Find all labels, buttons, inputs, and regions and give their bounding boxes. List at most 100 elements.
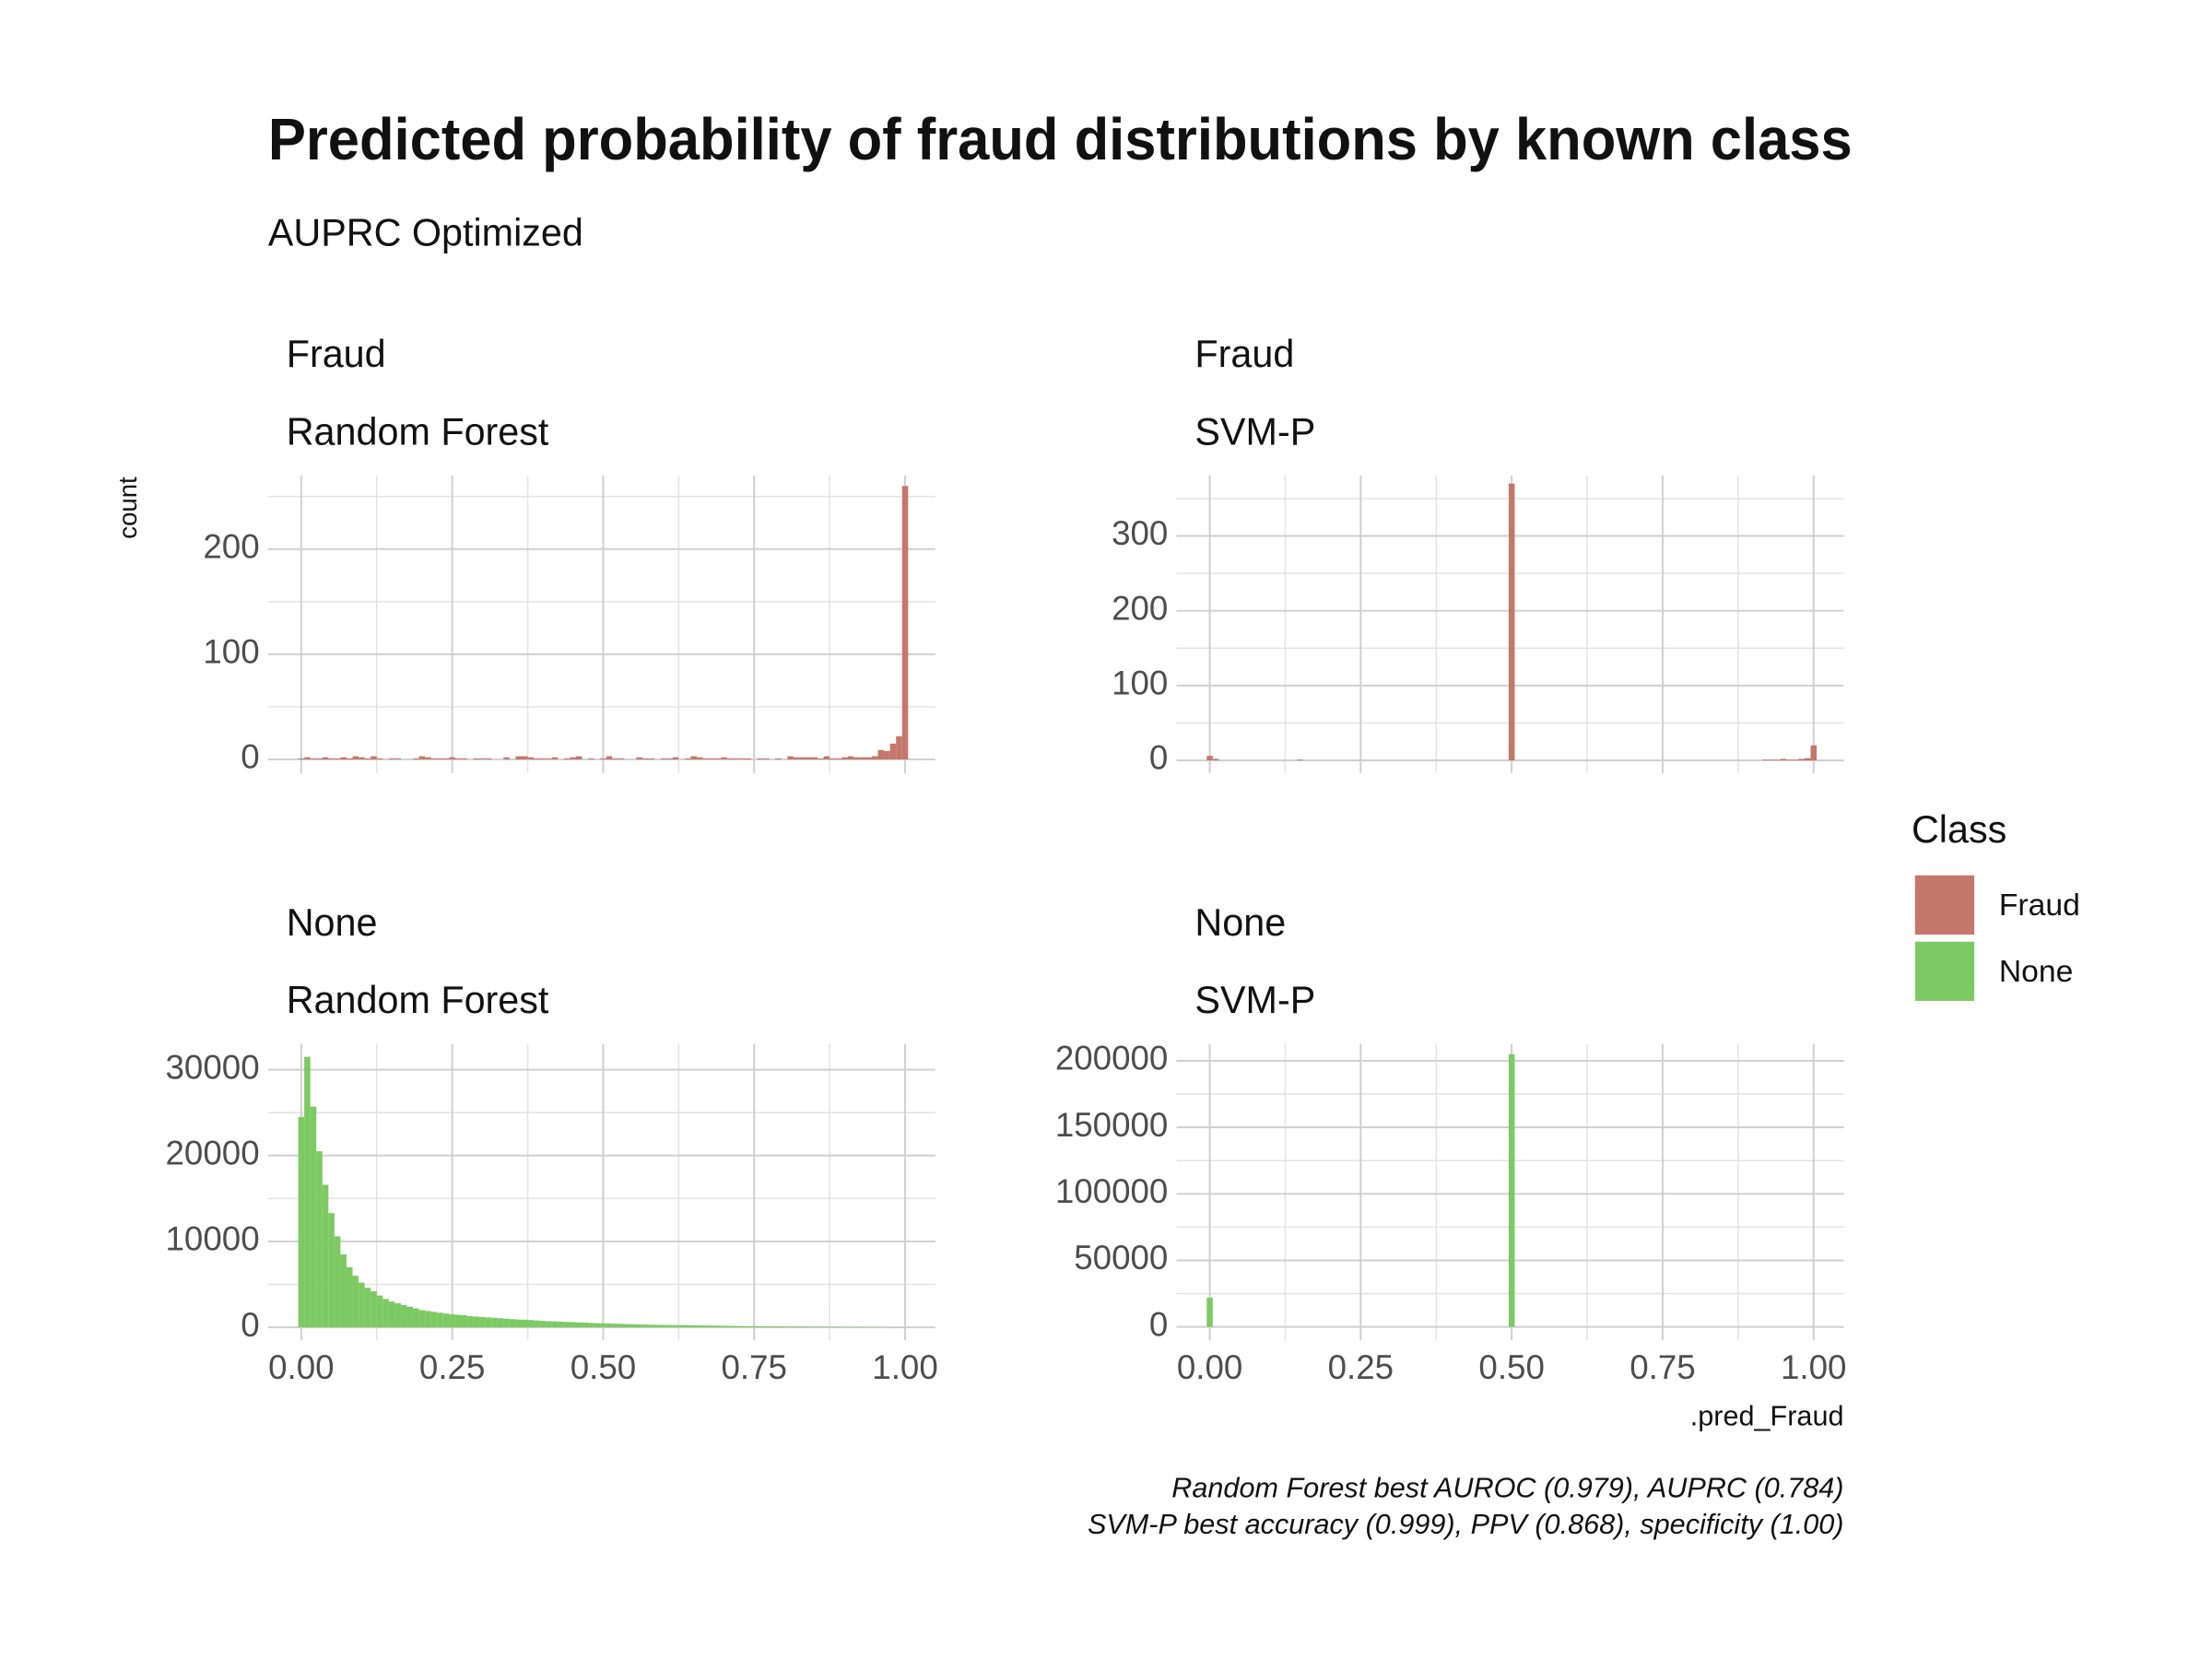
bar bbox=[745, 1325, 751, 1328]
x-tick-label: 1.00 bbox=[1781, 1348, 1846, 1386]
bar bbox=[1804, 758, 1811, 760]
bar bbox=[629, 1324, 637, 1328]
y-axis-label: count bbox=[113, 477, 142, 539]
bar bbox=[636, 757, 643, 759]
bar bbox=[726, 1325, 734, 1328]
bar bbox=[418, 1310, 426, 1328]
bar bbox=[388, 1301, 395, 1328]
bar bbox=[521, 1319, 528, 1328]
bar bbox=[696, 1325, 703, 1328]
bar bbox=[799, 757, 806, 759]
bar bbox=[690, 1324, 697, 1328]
legend-swatch bbox=[1913, 940, 1976, 1003]
bar bbox=[750, 1325, 758, 1328]
bar bbox=[872, 756, 878, 759]
bar bbox=[563, 1322, 571, 1328]
y-tick-label: 150000 bbox=[1055, 1106, 1169, 1144]
chart-title: Predicted probability of fraud distribut… bbox=[268, 106, 1853, 172]
bar bbox=[830, 1326, 836, 1328]
bar bbox=[594, 1323, 601, 1328]
x-tick-label: 0.75 bbox=[722, 1348, 787, 1386]
bar bbox=[425, 757, 431, 759]
bar bbox=[624, 1324, 630, 1328]
bar bbox=[467, 1315, 474, 1328]
bar bbox=[310, 1106, 317, 1328]
y-tick-label: 200 bbox=[1112, 589, 1168, 627]
caption: Random Forest best AUROC (0.979), AUPRC … bbox=[1171, 1472, 1843, 1503]
bar bbox=[322, 1184, 329, 1328]
bar bbox=[449, 1314, 455, 1328]
bar bbox=[1774, 759, 1781, 760]
y-tick-label: 0 bbox=[1149, 1305, 1168, 1343]
bar bbox=[787, 756, 794, 759]
bar bbox=[805, 757, 812, 759]
bar bbox=[430, 1312, 438, 1328]
bar bbox=[805, 1326, 812, 1328]
bar bbox=[413, 1308, 419, 1328]
bar bbox=[606, 1324, 613, 1328]
legend-title: Class bbox=[1912, 808, 2006, 851]
bar bbox=[449, 757, 455, 759]
y-tick-label: 100 bbox=[1112, 665, 1168, 702]
bar bbox=[1786, 759, 1793, 760]
bar bbox=[570, 757, 576, 759]
bar bbox=[721, 1325, 727, 1328]
y-tick-label: 10000 bbox=[166, 1220, 260, 1258]
caption: SVM-P best accuracy (0.999), PPV (0.868)… bbox=[1088, 1509, 1844, 1540]
x-tick-label: 0.75 bbox=[1630, 1348, 1695, 1386]
bar bbox=[775, 1326, 782, 1328]
bar bbox=[678, 1324, 685, 1328]
bar bbox=[551, 757, 559, 759]
bar bbox=[690, 756, 697, 759]
bar bbox=[515, 1319, 522, 1328]
strip-label: None bbox=[287, 901, 378, 944]
y-tick-label: 300 bbox=[1112, 514, 1168, 552]
bar bbox=[799, 1326, 806, 1328]
bar bbox=[1206, 1297, 1213, 1327]
bar bbox=[503, 1318, 510, 1328]
bar bbox=[636, 1324, 643, 1328]
x-tick-label: 0.50 bbox=[571, 1348, 636, 1386]
bar bbox=[442, 1313, 450, 1328]
y-tick-label: 200 bbox=[203, 527, 259, 565]
bar bbox=[527, 757, 535, 759]
bar bbox=[793, 757, 800, 759]
x-axis-label: .pred_Fraud bbox=[1690, 1400, 1844, 1431]
bar bbox=[841, 757, 848, 759]
bar bbox=[346, 1266, 353, 1328]
bar bbox=[359, 757, 365, 759]
bar bbox=[823, 1326, 830, 1328]
bar bbox=[575, 756, 582, 759]
bar bbox=[696, 757, 703, 759]
bar bbox=[787, 1326, 794, 1328]
bar bbox=[1508, 1053, 1515, 1327]
y-tick-label: 50000 bbox=[1074, 1239, 1168, 1277]
bar bbox=[558, 1321, 564, 1328]
bar bbox=[479, 1316, 486, 1328]
chart-subtitle: AUPRC Optimized bbox=[268, 212, 583, 254]
bar bbox=[575, 1322, 582, 1328]
strip-label: None bbox=[1194, 901, 1286, 944]
bar bbox=[865, 757, 873, 759]
bar bbox=[527, 1320, 535, 1328]
bar bbox=[889, 743, 897, 759]
bar bbox=[853, 757, 860, 759]
bar bbox=[352, 1276, 359, 1328]
bar bbox=[376, 1295, 383, 1328]
x-tick-label: 0.25 bbox=[419, 1348, 485, 1386]
bar bbox=[582, 1323, 589, 1328]
bar bbox=[340, 757, 347, 759]
legend-label: Fraud bbox=[1999, 888, 2080, 923]
bar bbox=[811, 757, 818, 759]
bar bbox=[334, 1236, 341, 1328]
bar bbox=[763, 1326, 770, 1328]
legend-label: None bbox=[1999, 955, 2073, 989]
legend-swatch bbox=[1913, 874, 1976, 936]
bar bbox=[551, 1321, 559, 1328]
bar bbox=[684, 1324, 691, 1328]
strip-label: Fraud bbox=[1194, 333, 1294, 375]
bar bbox=[546, 1321, 552, 1328]
bar bbox=[1768, 759, 1775, 760]
bar bbox=[709, 1325, 715, 1328]
bar bbox=[382, 1299, 389, 1328]
